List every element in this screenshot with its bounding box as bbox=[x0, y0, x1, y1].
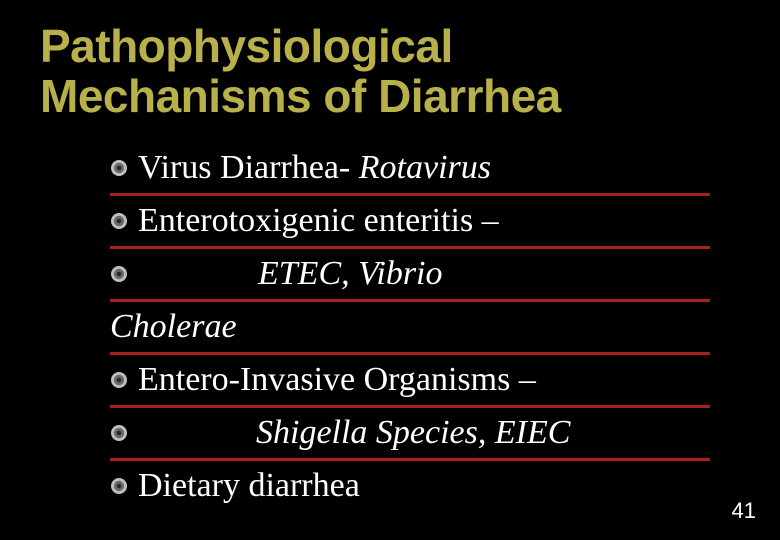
bullet-line-5: Entero-Invasive Organisms – bbox=[110, 357, 710, 408]
slide-content: Virus Diarrhea- Rotavirus Enterotoxigeni… bbox=[40, 145, 730, 510]
line-6-italic: Shigella Species, EIEC bbox=[138, 410, 570, 456]
line-2-text: Enterotoxigenic enteritis – bbox=[138, 198, 710, 244]
bullet-icon bbox=[110, 477, 128, 495]
line-7-text: Dietary diarrhea bbox=[138, 463, 710, 509]
bullet-line-7: Dietary diarrhea bbox=[110, 463, 710, 511]
bullet-line-1: Virus Diarrhea- Rotavirus bbox=[110, 145, 710, 196]
line-1-italic: Rotavirus bbox=[359, 149, 491, 186]
title-line-2: Mechanisms of Diarrhea bbox=[40, 70, 561, 122]
bullet-icon bbox=[110, 424, 128, 442]
line-3-italic: ETEC, Vibrio bbox=[138, 251, 443, 297]
line-4-text: Cholerae bbox=[110, 304, 710, 350]
bullet-icon bbox=[110, 212, 128, 230]
bullet-line-6: Shigella Species, EIEC bbox=[110, 410, 710, 461]
bullet-line-2: Enterotoxigenic enteritis – bbox=[110, 198, 710, 249]
line-5-text: Entero-Invasive Organisms – bbox=[138, 357, 710, 403]
bullet-line-4: Cholerae bbox=[110, 304, 710, 355]
title-line-1: Pathophysiological bbox=[40, 20, 453, 72]
bullet-icon bbox=[110, 265, 128, 283]
line-6-text: Shigella Species, EIEC bbox=[138, 410, 710, 456]
slide: Pathophysiological Mechanisms of Diarrhe… bbox=[0, 0, 780, 540]
slide-number: 41 bbox=[732, 498, 756, 524]
slide-title: Pathophysiological Mechanisms of Diarrhe… bbox=[40, 22, 730, 121]
bullet-icon bbox=[110, 159, 128, 177]
line-1-prefix: Virus Diarrhea- bbox=[138, 149, 359, 186]
bullet-line-3: ETEC, Vibrio bbox=[110, 251, 710, 302]
line-1-text: Virus Diarrhea- Rotavirus bbox=[138, 145, 710, 191]
bullet-icon bbox=[110, 371, 128, 389]
line-3-text: ETEC, Vibrio bbox=[138, 251, 710, 297]
